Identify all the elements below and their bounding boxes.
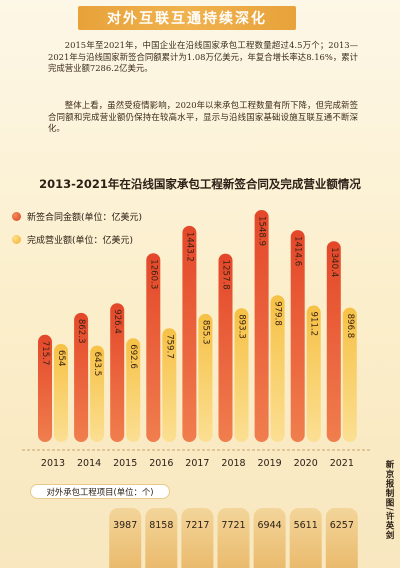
page-title: 对外互联互通持续深化 bbox=[78, 6, 296, 30]
bar-revenue-2013 bbox=[54, 344, 68, 442]
source-credit: 新京报制图/许英剑 bbox=[384, 460, 394, 541]
project-value-2021: 6257 bbox=[330, 520, 354, 531]
bar-revenue-2020 bbox=[306, 305, 321, 442]
bar-revenue-2017 bbox=[198, 313, 213, 442]
x-tick-label-2016: 2016 bbox=[149, 458, 173, 469]
legend-contract-swatch bbox=[12, 212, 21, 221]
data-label-contract-2020: 1414.6 bbox=[293, 236, 303, 266]
project-value-2015: 3987 bbox=[113, 520, 137, 531]
project-bar-2021 bbox=[325, 508, 358, 568]
project-bar-2017 bbox=[181, 508, 214, 568]
article-paragraph-1: 2015年至2021年，中国企业在沿线国家承包工程数量超过4.5万个；2013—… bbox=[48, 40, 358, 74]
data-label-revenue-2013: 654 bbox=[56, 350, 66, 366]
data-label-revenue-2015: 692.6 bbox=[128, 344, 138, 369]
bar-contract-2018 bbox=[218, 253, 233, 442]
data-label-revenue-2021: 896.8 bbox=[345, 314, 355, 339]
bar-contract-2021 bbox=[326, 241, 341, 442]
article-paragraph-2: 整体上看，虽然受疫情影响，2020年以来承包工程数量有所下降，但完成新签合同额和… bbox=[48, 100, 358, 134]
project-bar-2015 bbox=[109, 508, 142, 568]
x-tick-label-2014: 2014 bbox=[77, 458, 101, 469]
project-value-2017: 7217 bbox=[185, 520, 209, 531]
project-value-2019: 6944 bbox=[258, 520, 282, 531]
projects-label: 对外承包工程项目(单位：个) bbox=[30, 484, 170, 499]
bar-revenue-2018 bbox=[234, 308, 249, 442]
data-label-revenue-2016: 759.7 bbox=[164, 334, 174, 359]
data-label-contract-2017: 1443.2 bbox=[184, 232, 194, 262]
legend-contract-label: 新签合同金额(单位：亿美元) bbox=[27, 213, 143, 223]
data-label-contract-2021: 1340.4 bbox=[329, 247, 339, 277]
data-label-revenue-2018: 893.3 bbox=[237, 314, 247, 339]
x-tick-label-2013: 2013 bbox=[41, 458, 65, 469]
project-value-2016: 8158 bbox=[149, 520, 173, 531]
data-label-contract-2016: 1260.3 bbox=[148, 259, 158, 289]
bar-revenue-2015 bbox=[126, 338, 141, 442]
data-label-contract-2015: 926.4 bbox=[112, 309, 122, 334]
project-bar-2018 bbox=[217, 508, 250, 568]
bar-contract-2020 bbox=[290, 230, 305, 442]
chart-title: 2013-2021年在沿线国家承包工程新签合同及完成营业额情况 bbox=[39, 177, 361, 191]
legend-revenue: 完成营业额(单位：亿美元) bbox=[12, 233, 133, 246]
bar-contract-2019 bbox=[254, 210, 269, 442]
bar-contract-2014 bbox=[74, 312, 89, 442]
bar-revenue-2016 bbox=[162, 328, 177, 442]
bar-contract-2015 bbox=[110, 303, 125, 442]
x-tick-label-2021: 2021 bbox=[330, 458, 354, 469]
data-label-contract-2013: 715.7 bbox=[40, 341, 50, 366]
data-label-contract-2019: 1548.9 bbox=[257, 216, 267, 246]
data-label-revenue-2020: 911.2 bbox=[309, 312, 319, 337]
data-label-contract-2014: 862.3 bbox=[76, 319, 86, 344]
project-bar-2020 bbox=[289, 508, 322, 568]
data-label-revenue-2014: 643.5 bbox=[92, 352, 102, 377]
x-tick-label-2017: 2017 bbox=[185, 458, 209, 469]
bar-revenue-2021 bbox=[342, 307, 357, 442]
data-label-revenue-2017: 855.3 bbox=[200, 320, 210, 345]
x-tick-label-2019: 2019 bbox=[258, 458, 282, 469]
data-label-contract-2018: 1257.8 bbox=[221, 260, 231, 290]
legend-revenue-swatch bbox=[12, 235, 21, 244]
bar-contract-2016 bbox=[146, 253, 161, 442]
legend-revenue-label: 完成营业额(单位：亿美元) bbox=[27, 236, 134, 246]
bar-contract-2017 bbox=[182, 225, 197, 442]
project-value-2020: 5611 bbox=[294, 520, 318, 531]
x-tick-label-2020: 2020 bbox=[294, 458, 318, 469]
project-bar-2016 bbox=[145, 508, 178, 568]
x-tick-label-2015: 2015 bbox=[113, 458, 137, 469]
bar-contract-2013 bbox=[38, 334, 52, 442]
x-tick-label-2018: 2018 bbox=[221, 458, 245, 469]
data-label-revenue-2019: 979.8 bbox=[273, 301, 283, 326]
legend-contract: 新签合同金额(单位：亿美元) bbox=[12, 210, 142, 223]
project-value-2018: 7721 bbox=[221, 520, 245, 531]
bar-revenue-2019 bbox=[270, 295, 285, 442]
bar-revenue-2014 bbox=[90, 345, 105, 442]
project-bar-2019 bbox=[253, 508, 286, 568]
